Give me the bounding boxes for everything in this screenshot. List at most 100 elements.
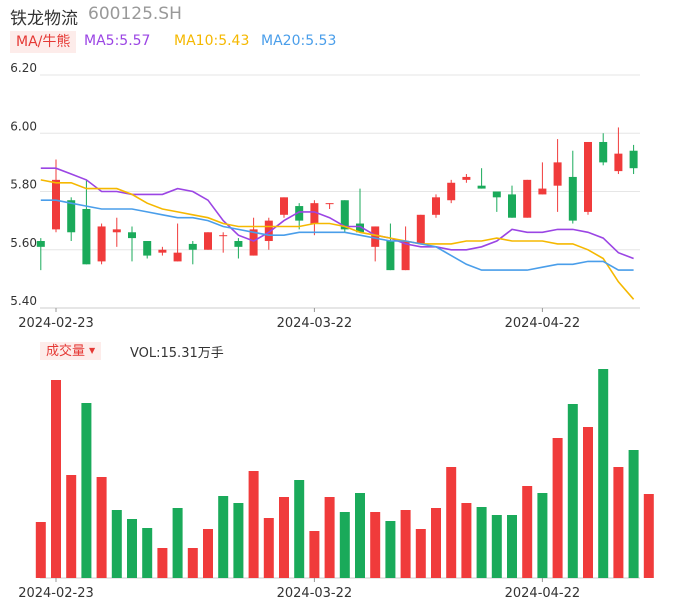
volume-bar	[51, 380, 61, 578]
candle-body	[447, 182, 456, 201]
volume-indicator-selector[interactable]: 成交量 ▼	[40, 342, 102, 360]
candle-body	[143, 241, 152, 256]
volume-bar	[415, 529, 426, 578]
volume-bar	[370, 512, 381, 578]
ma10-line	[40, 179, 635, 300]
volume-bar	[522, 486, 533, 578]
volume-bar	[339, 512, 350, 578]
candle-body	[219, 235, 228, 237]
volume-bar	[248, 471, 259, 578]
volume-bar	[157, 548, 168, 578]
candle-body	[325, 203, 334, 205]
volume-x-tick-label: 2024-04-22	[505, 586, 581, 601]
volume-bar	[567, 404, 578, 578]
candle-body	[52, 179, 60, 230]
volume-bar	[66, 475, 77, 578]
candle-body	[492, 191, 501, 198]
candle-body	[234, 241, 243, 247]
candle-body	[614, 153, 623, 172]
volume-bar	[127, 519, 137, 578]
volume-value: VOL:15.31万手	[130, 346, 224, 361]
price-tick-label: 5.80	[10, 178, 37, 192]
candle-body	[128, 232, 136, 239]
volume-bar	[598, 369, 609, 578]
candle-body	[538, 188, 547, 195]
candle-body	[173, 252, 182, 262]
candle-body	[523, 179, 532, 218]
candle-body	[386, 241, 395, 271]
volume-bar	[233, 503, 244, 578]
ma10-legend: MA10:5.43	[174, 33, 250, 49]
volume-bar	[142, 528, 153, 578]
candle-body	[280, 197, 288, 215]
candle-body	[356, 223, 364, 233]
candle-body	[310, 203, 319, 224]
volume-bar	[613, 467, 624, 578]
candle-body	[371, 226, 380, 247]
volume-bar	[583, 427, 593, 578]
candle-body	[584, 141, 592, 212]
volume-bar	[385, 521, 396, 578]
stock-name: 铁龙物流	[10, 9, 78, 29]
volume-bar	[552, 438, 563, 578]
ma5-legend: MA5:5.57	[84, 33, 151, 49]
volume-bar	[218, 496, 229, 578]
volume-bar	[476, 507, 487, 578]
candle-body	[477, 185, 486, 189]
candle-body	[204, 232, 212, 250]
candle-body	[97, 226, 106, 262]
candlestick-chart: 6.20 6.00 5.80 5.60 5.40 2024-02-23 2024-03-22…	[10, 61, 640, 331]
price-x-tick-label: 2024-04-22	[505, 316, 581, 331]
volume-bar	[461, 503, 472, 578]
candle-body	[401, 241, 410, 271]
candle-body	[462, 176, 471, 180]
volume-bar	[263, 518, 274, 578]
ma20-line	[40, 199, 634, 271]
volume-bar	[279, 497, 289, 578]
candle-body	[416, 214, 425, 244]
volume-bar	[431, 508, 441, 578]
candle-body	[629, 150, 638, 169]
volume-bar	[203, 529, 213, 578]
candle-body	[112, 229, 121, 233]
price-tick-label: 6.20	[10, 61, 37, 75]
volume-bar	[628, 450, 639, 578]
candle-body	[295, 206, 304, 221]
candle-body	[264, 220, 273, 242]
volume-bar	[643, 494, 654, 578]
price-x-tick-label: 2024-03-22	[277, 316, 353, 331]
stock-code: 600125.SH	[88, 4, 182, 24]
volume-x-tick-label: 2024-03-22	[277, 586, 353, 601]
volume-x-tick-label: 2024-02-23	[18, 586, 94, 601]
candle-body	[82, 208, 91, 265]
volume-bar	[507, 515, 517, 578]
candle-body	[67, 200, 76, 233]
volume-bar	[491, 515, 502, 578]
candle-body	[249, 229, 258, 256]
volume-bar	[537, 493, 548, 578]
caret-down-icon[interactable]: ▼	[89, 346, 96, 355]
volume-bar	[81, 403, 92, 578]
candle-body	[553, 162, 562, 186]
candle-body	[158, 249, 167, 253]
volume-bar	[96, 477, 107, 578]
ma5-line	[40, 167, 634, 260]
ma20-legend: MA20:5.53	[261, 33, 337, 49]
candle-body	[568, 176, 577, 221]
volume-indicator-label: 成交量	[46, 344, 86, 359]
volume-bar	[324, 497, 335, 578]
volume-bar	[294, 480, 305, 578]
price-tick-label: 6.00	[10, 119, 37, 133]
candle-body	[432, 197, 440, 215]
ma-indicator-selector[interactable]: MA/牛熊	[10, 31, 77, 53]
volume-bar	[309, 531, 320, 578]
price-tick-label: 5.40	[10, 294, 37, 308]
volume-bar	[446, 467, 457, 578]
candle-body	[36, 241, 45, 247]
candle-body	[508, 194, 516, 218]
volume-bar	[172, 508, 183, 578]
candle-body	[340, 200, 349, 230]
candle-body	[188, 243, 197, 250]
price-tick-label: 5.60	[10, 236, 37, 250]
